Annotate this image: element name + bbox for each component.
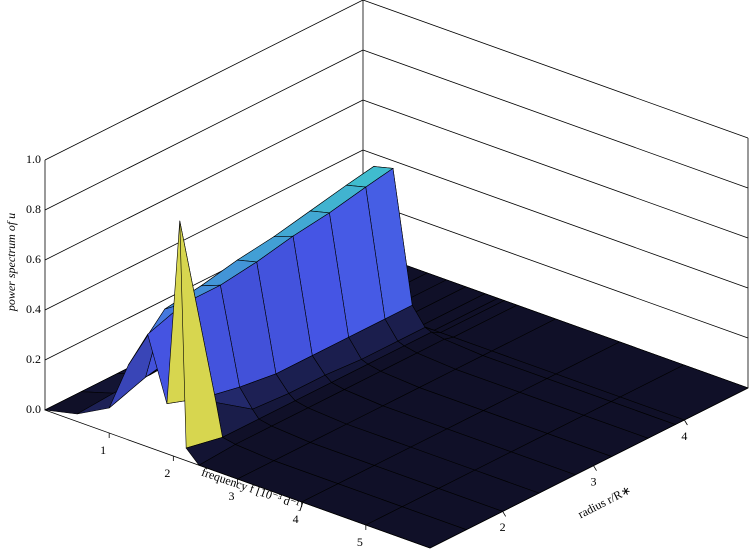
grid-line <box>362 199 749 339</box>
z-tick-label: 0.6 <box>26 252 41 266</box>
z-axis-title: power spectrum of u <box>4 213 18 312</box>
grid-line <box>44 0 364 161</box>
x-tick-label: 1 <box>100 443 106 457</box>
grid-line <box>362 49 749 189</box>
x-tick-label: 3 <box>229 489 235 503</box>
z-tick-label: 1.0 <box>26 152 41 166</box>
y-tick <box>684 419 688 426</box>
x-tick-label: 5 <box>357 535 363 549</box>
y-axis-title: radius r/R∗ <box>576 483 634 522</box>
z-tick-label: 0.0 <box>26 402 41 416</box>
grid-line <box>362 0 749 139</box>
z-tick-label: 0.2 <box>26 352 41 366</box>
grid-line <box>44 149 364 311</box>
y-tick <box>502 511 507 517</box>
grid-line <box>362 149 749 289</box>
grid-line <box>44 49 364 211</box>
z-tick-label: 0.4 <box>26 302 41 316</box>
grid-line <box>362 99 749 239</box>
y-tick-label: 2 <box>500 520 506 534</box>
grid-line <box>44 99 364 261</box>
y-tick <box>593 465 597 471</box>
y-axis <box>429 387 749 549</box>
y-tick-label: 3 <box>591 474 597 488</box>
z-tick-label: 0.8 <box>26 202 41 216</box>
x-tick-label: 2 <box>164 466 170 480</box>
y-tick-label: 4 <box>681 429 687 443</box>
x-tick-label: 4 <box>293 512 299 526</box>
